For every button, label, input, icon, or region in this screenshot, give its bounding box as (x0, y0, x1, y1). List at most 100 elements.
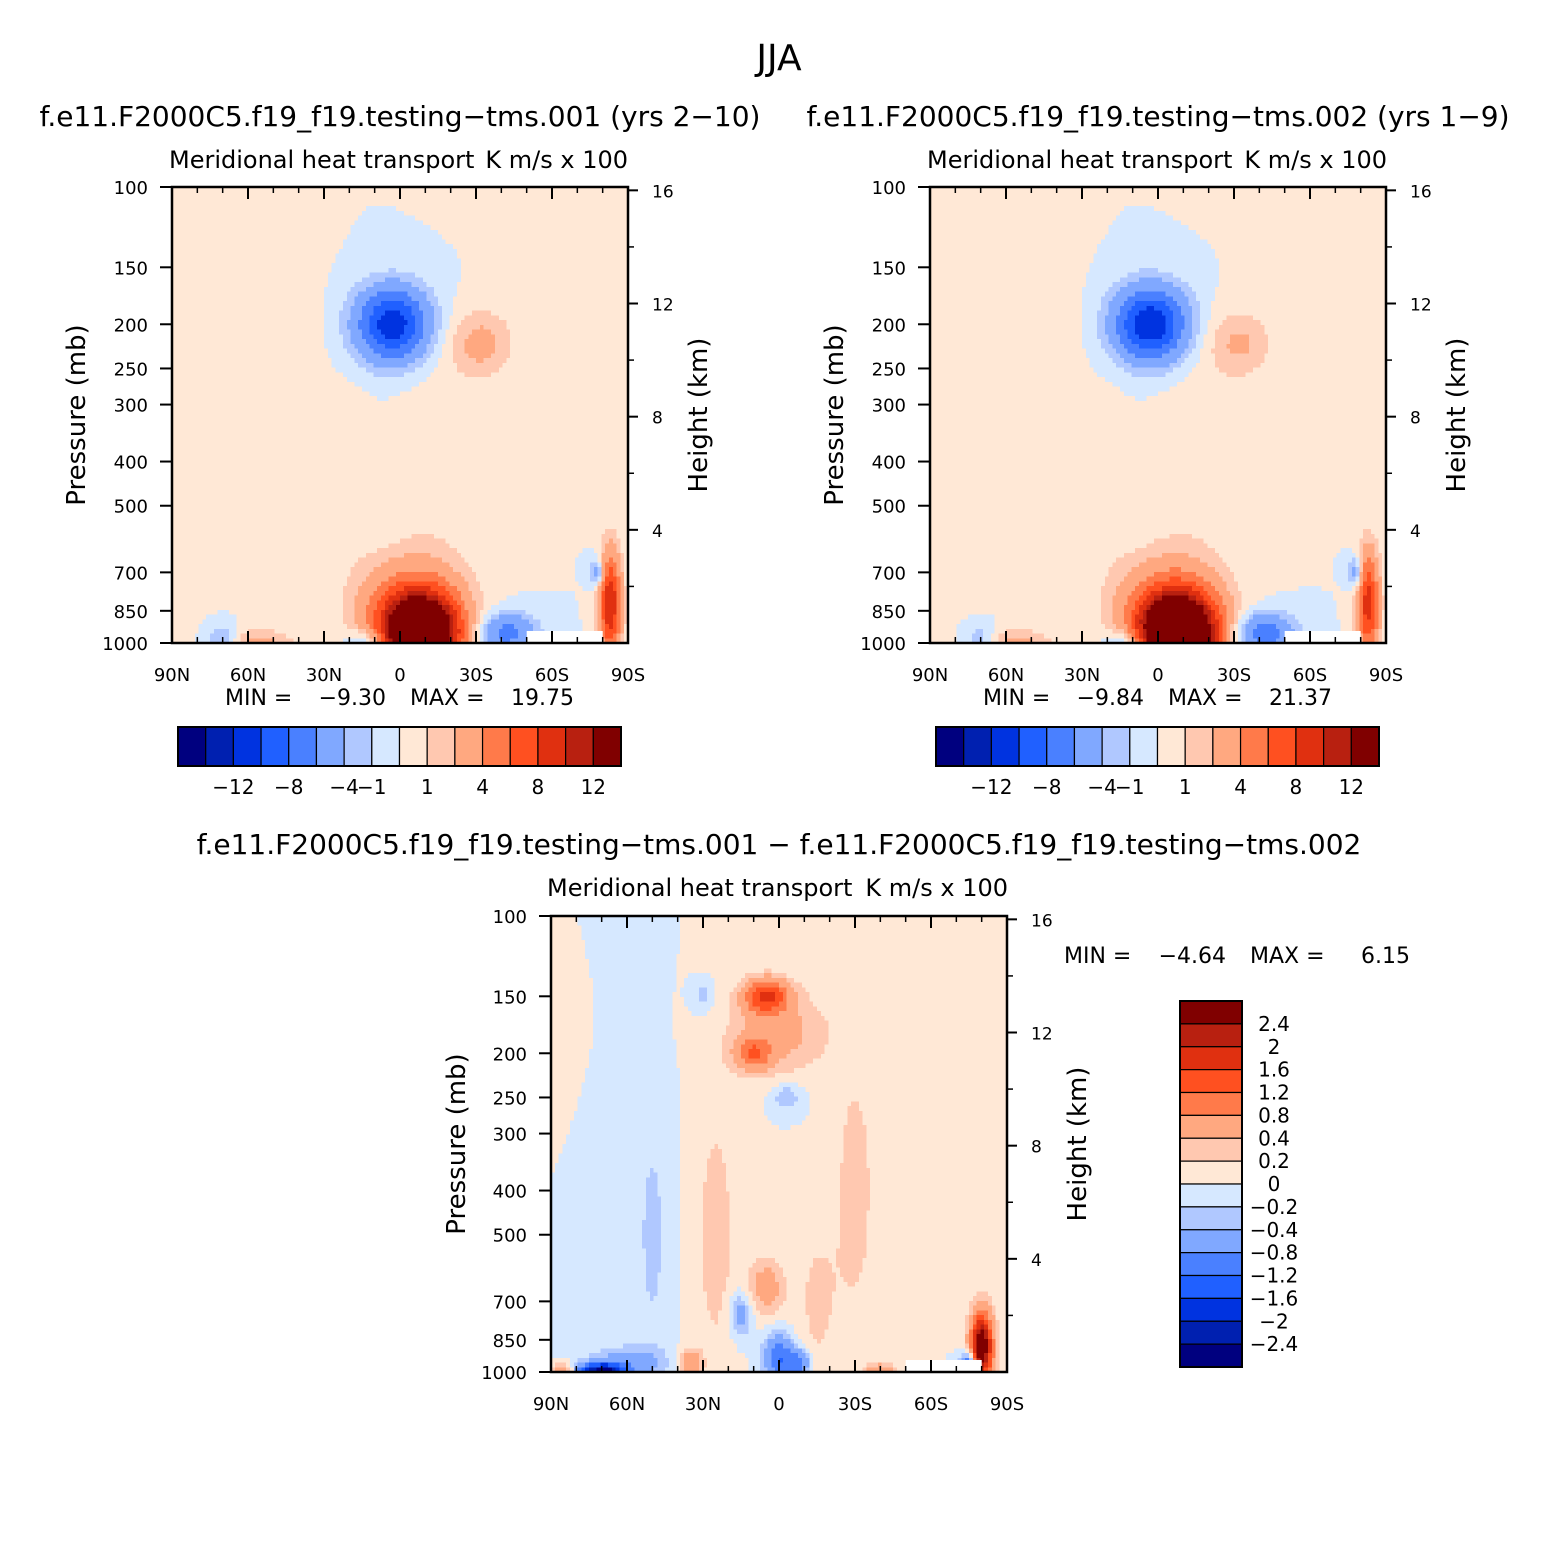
field-cell (343, 248, 348, 255)
field-cell (529, 277, 534, 283)
field-cell (555, 310, 561, 316)
field-cell (514, 362, 519, 369)
field-cell (517, 210, 523, 217)
field-cell (312, 196, 317, 202)
field-cell (426, 286, 431, 293)
field-cell (236, 315, 241, 321)
field-cell (498, 253, 504, 259)
field-cell (430, 286, 435, 293)
field-cell (229, 215, 234, 221)
field-cell (369, 234, 374, 240)
field-cell (267, 329, 272, 335)
field-cell (502, 277, 507, 283)
field-cell (346, 196, 352, 202)
field-cell (369, 296, 374, 302)
field-cell (434, 377, 439, 383)
field-cell (529, 372, 534, 378)
field-cell (377, 244, 382, 250)
field-cell (548, 206, 553, 212)
field-cell (563, 334, 568, 340)
field-cell (590, 215, 595, 221)
field-cell (263, 334, 268, 340)
field-cell (517, 267, 523, 274)
field-cell (327, 339, 333, 345)
field-cell (559, 234, 564, 240)
field-cell (324, 229, 329, 236)
field-cell (468, 263, 473, 269)
field-cell (259, 296, 264, 302)
field-cell (232, 358, 238, 364)
field-cell (232, 367, 238, 373)
field-cell (426, 291, 431, 297)
field-cell (312, 348, 317, 354)
field-cell (335, 244, 340, 250)
field-cell (464, 372, 469, 378)
field-cell (384, 191, 390, 198)
field-cell (525, 239, 530, 245)
field-cell (225, 187, 230, 193)
field-cell (422, 206, 428, 212)
field-cell (403, 248, 409, 255)
field-cell (327, 277, 333, 283)
field-cell (525, 343, 530, 350)
field-cell (308, 263, 314, 269)
field-cell (335, 220, 340, 226)
field-cell (289, 348, 295, 354)
field-cell (586, 334, 591, 340)
field-cell (175, 310, 181, 316)
field-cell (517, 320, 523, 326)
field-cell (198, 248, 203, 255)
field-cell (453, 286, 458, 293)
field-cell (460, 353, 466, 359)
field-cell (460, 187, 466, 193)
field-cell (609, 329, 614, 335)
field-cell (605, 282, 610, 288)
field-cell (278, 358, 283, 364)
field-cell (453, 201, 458, 207)
field-cell (445, 358, 450, 364)
field-cell (434, 191, 439, 198)
field-cell (449, 320, 454, 326)
field-cell (297, 315, 302, 321)
field-cell (362, 315, 367, 321)
field-cell (377, 267, 382, 274)
field-cell (426, 362, 431, 369)
field-cell (392, 353, 397, 359)
field-cell (574, 191, 580, 198)
field-cell (479, 191, 485, 198)
field-cell (312, 191, 317, 198)
field-cell (327, 187, 333, 193)
field-cell (483, 305, 488, 312)
field-cell (191, 253, 196, 259)
field-cell (358, 267, 363, 274)
field-cell (392, 362, 397, 369)
field-cell (574, 253, 580, 259)
field-cell (491, 353, 496, 359)
field-cell (343, 286, 348, 293)
field-cell (274, 301, 279, 307)
field-cell (384, 239, 390, 245)
field-cell (605, 358, 610, 364)
field-cell (236, 362, 241, 369)
field-cell (449, 367, 454, 373)
field-cell (415, 272, 420, 278)
field-cell (582, 272, 587, 278)
field-cell (552, 305, 557, 312)
field-cell (403, 234, 409, 240)
field-cell (369, 191, 374, 198)
field-cell (593, 267, 599, 274)
field-cell (445, 305, 450, 312)
field-cell (620, 358, 625, 364)
field-cell (255, 225, 260, 231)
field-cell (316, 220, 321, 226)
field-cell (255, 263, 260, 269)
field-cell (392, 358, 397, 364)
field-cell (267, 239, 272, 245)
field-cell (552, 286, 557, 293)
field-cell (308, 196, 314, 202)
field-cell (187, 248, 192, 255)
field-cell (601, 215, 606, 221)
field-cell (430, 263, 435, 269)
field-cell (552, 225, 557, 231)
field-cell (320, 377, 325, 383)
